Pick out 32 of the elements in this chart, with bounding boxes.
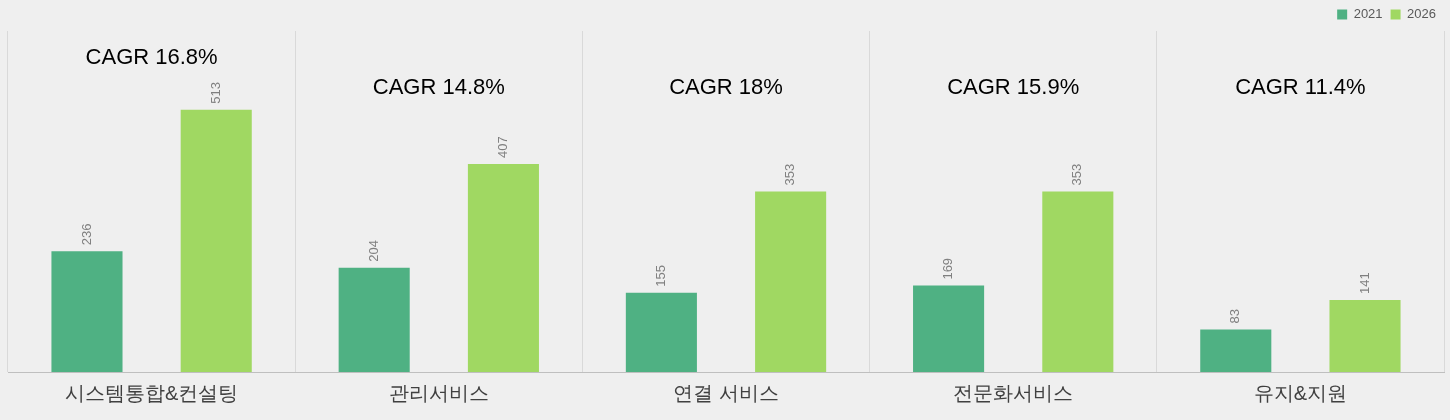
data-label: 236 [78,223,94,246]
data-label: 513 [207,81,223,104]
bar [625,292,697,372]
bar [913,285,985,372]
data-label: 169 [940,257,956,280]
text: CAGR 18% [669,74,783,100]
text: CAGR 14.8% [372,74,505,100]
legend-label: 2021 [1353,6,1383,22]
x-tick-label: 관리서비스 [388,381,489,404]
text: CAGR 15.9% [947,74,1080,100]
data-label: 83 [1227,309,1243,324]
data-label: 155 [652,265,668,287]
bar [180,109,252,372]
data-label: 204 [365,239,381,262]
bar [338,267,410,372]
bar [755,191,827,372]
x-tick-label: 시스템통합&컨설팅 [64,381,239,404]
legend-label: 2026 [1407,6,1436,22]
data-label: 353 [782,163,798,186]
data-label: 141 [1356,272,1372,294]
bar [51,251,123,372]
bar [1042,191,1114,372]
x-tick-label: 유지&지원 [1253,381,1348,404]
data-label: 407 [495,136,510,158]
bar [1329,299,1401,372]
bar [1200,329,1272,372]
x-tick-label: 전문화서비스 [953,381,1074,404]
data-label: 353 [1069,163,1085,186]
text: CAGR 11.4% [1235,74,1366,100]
text: CAGR 16.8% [85,43,218,69]
x-tick-label: 연결 서비스 [673,381,779,404]
bar [467,163,539,372]
